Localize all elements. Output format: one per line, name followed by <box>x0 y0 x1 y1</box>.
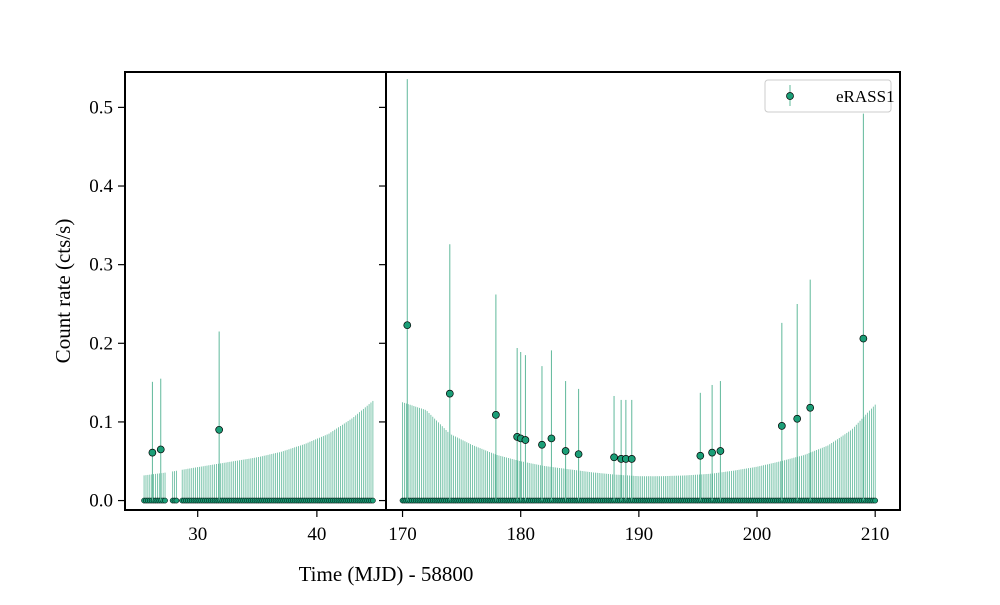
zero-rate-point <box>173 497 180 504</box>
zero-rate-point <box>370 497 376 504</box>
detection-point <box>574 450 583 459</box>
y-tick-label: 0.3 <box>89 255 113 276</box>
detection-point <box>793 414 802 423</box>
legend-label: eRASS1 <box>836 87 895 106</box>
y-axis-label: Count rate (cts/s) <box>51 219 75 364</box>
legend-box <box>764 79 892 113</box>
y-tick-label: 0.4 <box>89 176 113 197</box>
detection-point <box>148 448 157 457</box>
detection-point <box>610 453 618 462</box>
x-tick-label: 200 <box>743 524 772 545</box>
legend-marker-icon <box>786 92 794 100</box>
x-tick-label: 190 <box>625 524 654 545</box>
detection-point <box>561 447 570 455</box>
detection-point <box>492 411 500 419</box>
y-tick-label: 0.1 <box>89 412 113 433</box>
x-tick-label: 210 <box>861 524 890 545</box>
detection-point <box>215 425 223 434</box>
x-axis-label: Time (MJD) - 58800 <box>299 562 474 586</box>
detection-point <box>547 434 556 443</box>
x-tick-label: 180 <box>506 524 535 545</box>
y-tick-label: 0.5 <box>89 97 113 118</box>
panel-frame <box>385 71 901 511</box>
detection-point <box>403 321 412 330</box>
axes: 30 40 0.0 0.1 0.2 0.3 0.4 0.5 170 180 190 200 210 <box>89 71 901 545</box>
y-tick-label: 0.0 <box>89 491 113 512</box>
detection-point <box>538 440 546 449</box>
zero-rate-point <box>872 497 879 504</box>
detection-point <box>708 448 716 457</box>
detection-point <box>806 403 815 412</box>
panel-frame <box>124 71 387 511</box>
detection-point <box>716 447 725 455</box>
detection-point <box>627 455 636 463</box>
legend: eRASS1 <box>764 79 895 113</box>
detection-point <box>156 445 165 454</box>
detection-point <box>777 422 786 430</box>
detection-point <box>521 436 530 444</box>
y-tick-label: 0.2 <box>89 333 113 354</box>
detection-point <box>696 451 705 460</box>
x-tick-label: 40 <box>307 524 326 545</box>
x-tick-label: 170 <box>388 524 417 545</box>
detection-point <box>859 334 868 343</box>
left-panel <box>141 331 376 504</box>
detection-point <box>445 389 454 398</box>
right-panel <box>399 79 879 504</box>
zero-rate-point <box>162 497 168 504</box>
x-tick-label: 30 <box>188 524 207 545</box>
